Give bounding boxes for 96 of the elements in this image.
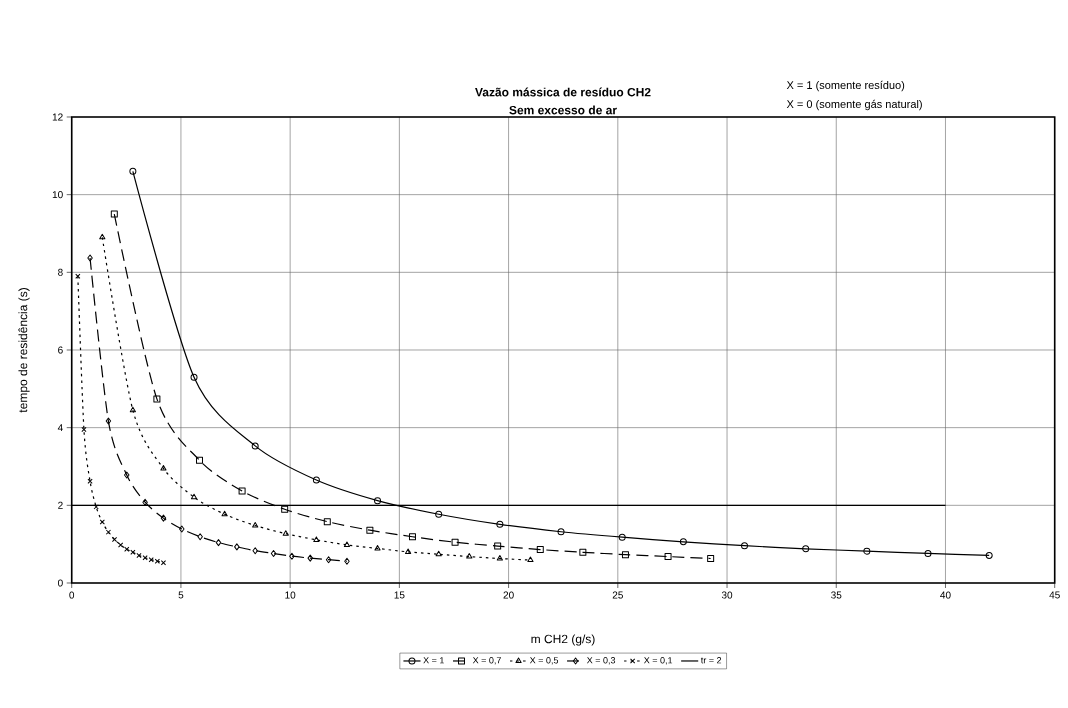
point xyxy=(924,549,932,557)
point xyxy=(374,544,381,551)
point xyxy=(190,493,198,500)
point xyxy=(466,553,473,559)
point xyxy=(160,514,167,522)
point xyxy=(496,520,504,528)
point xyxy=(621,551,629,559)
point xyxy=(344,557,350,565)
point xyxy=(179,525,185,533)
point xyxy=(374,497,382,505)
y-tick-label: 0 xyxy=(58,579,63,587)
legend-label: X = 0,5 xyxy=(529,657,559,665)
point xyxy=(238,487,246,495)
point xyxy=(124,546,130,552)
x-tick-label: 40 xyxy=(940,591,951,599)
y-tick-label: 2 xyxy=(58,501,63,509)
point xyxy=(124,471,130,479)
point xyxy=(707,555,715,563)
point xyxy=(105,417,112,425)
y-tick-label: 8 xyxy=(58,268,63,276)
y-tick-label: 6 xyxy=(58,346,63,354)
point xyxy=(142,498,148,506)
point xyxy=(496,555,503,561)
point xyxy=(93,504,99,510)
x-tick-label: 0 xyxy=(69,591,75,599)
point xyxy=(863,547,871,555)
legend-label: X = 0,1 xyxy=(643,657,673,665)
point xyxy=(312,476,320,484)
x-tick-label: 25 xyxy=(612,591,623,599)
point xyxy=(110,210,118,218)
point xyxy=(282,530,289,536)
point xyxy=(405,548,412,554)
point xyxy=(87,478,93,484)
point xyxy=(87,254,93,262)
point xyxy=(679,538,687,546)
y-tick-label: 10 xyxy=(52,191,63,199)
point xyxy=(197,533,203,541)
text: X = 0 (somente gás natural) xyxy=(786,99,922,111)
y-tick-label: 4 xyxy=(57,424,63,432)
point xyxy=(664,553,672,561)
point xyxy=(435,510,443,518)
point xyxy=(234,543,240,551)
point xyxy=(105,529,112,535)
x-tick-label: 30 xyxy=(721,591,733,599)
point xyxy=(270,549,277,557)
x-axis-title: m CH2 (g/s) xyxy=(531,634,595,646)
point xyxy=(741,542,749,550)
point xyxy=(313,536,320,542)
x-tick-label: 45 xyxy=(1049,591,1060,599)
x-tick-label: 10 xyxy=(285,591,296,599)
legend-label: X = 0,3 xyxy=(586,657,616,665)
point xyxy=(252,547,258,555)
point xyxy=(536,546,544,554)
point xyxy=(579,548,587,556)
point xyxy=(251,442,259,450)
point xyxy=(129,406,136,413)
chart-subtitle: Sem excesso de ar xyxy=(509,105,617,115)
point xyxy=(190,373,198,381)
x-tick-label: 35 xyxy=(831,591,842,599)
point xyxy=(557,528,565,536)
chart-title: Vazão mássica de resíduo CH2 xyxy=(475,87,651,97)
point xyxy=(323,518,331,526)
legend-label: X = 0,7 xyxy=(472,657,501,665)
y-axis-title: tempo de residência (s) xyxy=(18,288,30,413)
point xyxy=(307,554,313,562)
point xyxy=(408,533,416,541)
point xyxy=(289,552,295,560)
x-tick-label: 20 xyxy=(503,591,514,599)
point xyxy=(99,233,106,240)
x-tick-label: 15 xyxy=(394,591,405,599)
point xyxy=(325,556,332,564)
point xyxy=(494,542,502,550)
point xyxy=(118,542,124,548)
point xyxy=(802,545,810,553)
point xyxy=(215,539,222,547)
point xyxy=(618,533,626,541)
point xyxy=(343,541,351,547)
point xyxy=(527,556,534,563)
point xyxy=(196,456,203,464)
y-tick-label: 12 xyxy=(52,113,63,121)
point xyxy=(366,526,374,534)
point xyxy=(81,426,87,433)
point xyxy=(153,395,161,403)
point xyxy=(160,464,167,471)
text: X = 1 (somente resíduo) xyxy=(786,80,905,92)
point xyxy=(130,549,136,555)
x-tick-label: 5 xyxy=(178,591,184,599)
legend-label: X = 1 xyxy=(423,657,444,664)
point xyxy=(75,273,81,279)
point xyxy=(451,538,459,546)
point xyxy=(281,505,289,513)
legend-label: tr = 2 xyxy=(700,657,722,664)
point xyxy=(99,519,105,525)
point xyxy=(221,510,228,517)
point xyxy=(435,550,442,557)
point xyxy=(252,522,259,528)
